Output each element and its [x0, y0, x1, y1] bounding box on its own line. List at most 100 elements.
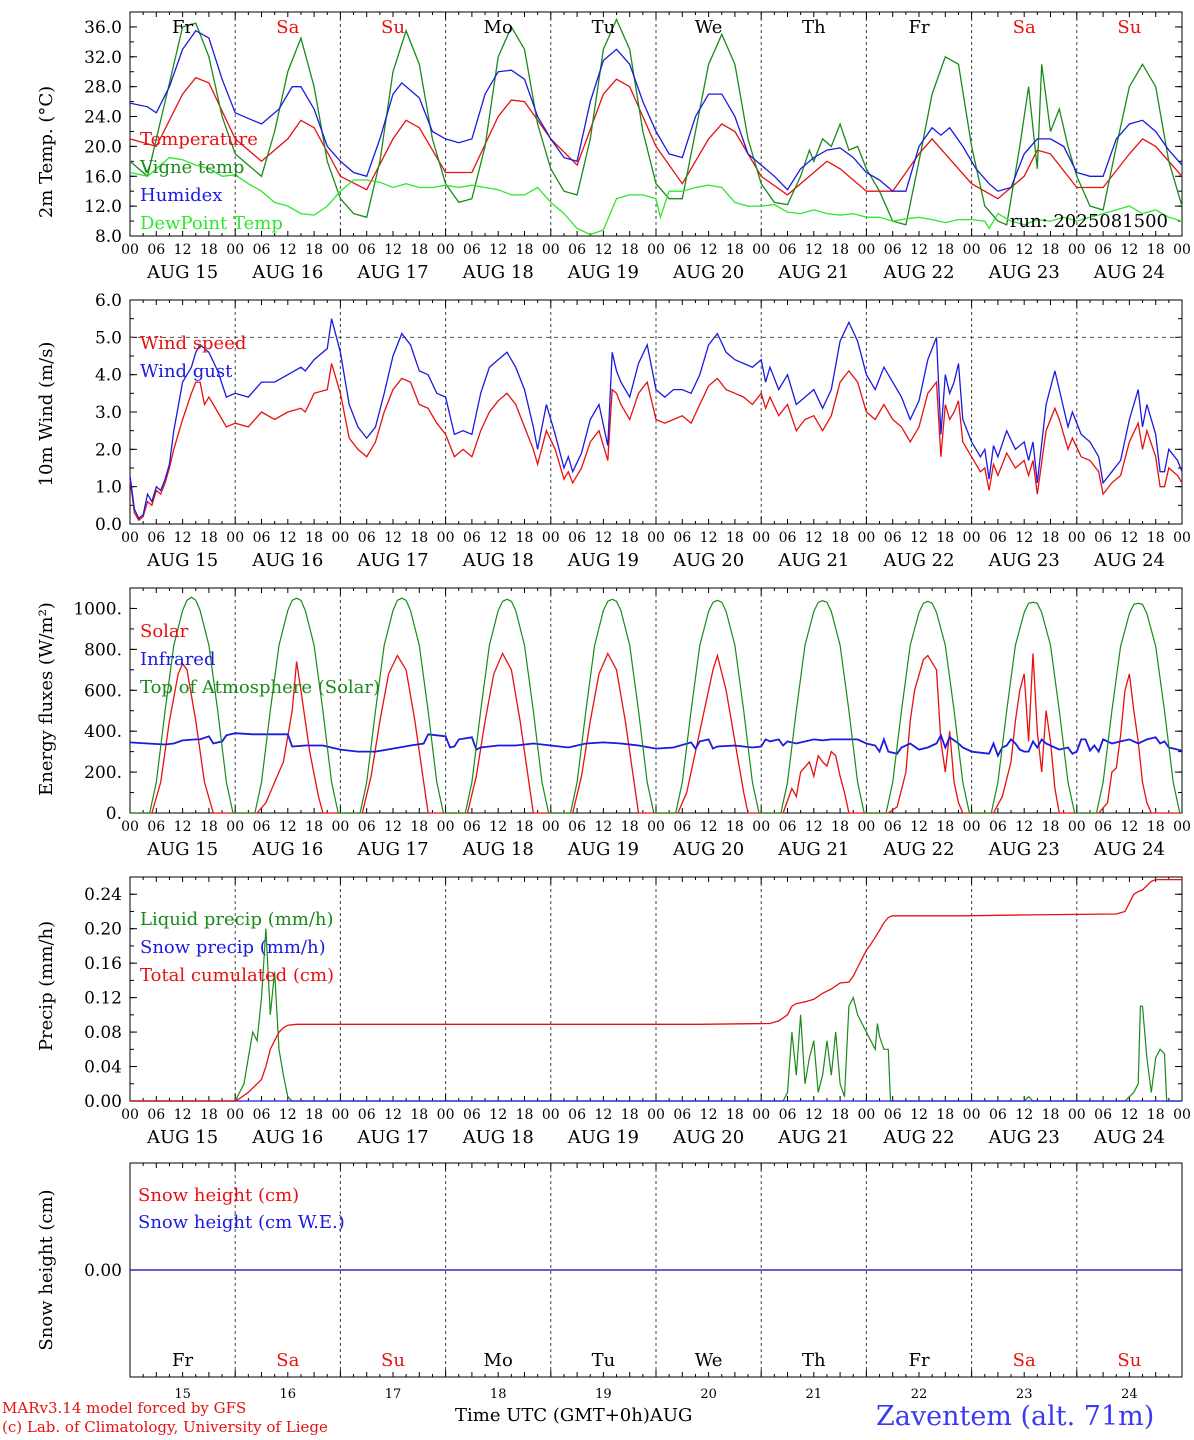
hour-tick-label: 12: [1120, 530, 1138, 546]
series-line: [129, 29, 1183, 192]
hour-tick-label: 00: [121, 1107, 139, 1123]
y-tick-label: 600.: [84, 681, 122, 701]
hour-tick-label: 00: [752, 242, 770, 258]
hour-tick-label: 00: [331, 242, 349, 258]
hour-tick-label: 06: [989, 530, 1007, 546]
hour-tick-label: 12: [279, 530, 297, 546]
date-label: AUG 24: [1093, 839, 1165, 860]
date-label: AUG 16: [251, 262, 323, 283]
hour-tick-label: 00: [752, 819, 770, 835]
hour-tick-label: 18: [1147, 1107, 1165, 1123]
weekday-label-bottom: Mo: [484, 1350, 513, 1371]
hour-tick-label: 06: [1094, 242, 1112, 258]
hour-tick-label: 18: [726, 242, 744, 258]
day-number-label: 20: [700, 1387, 717, 1402]
station-name: Zaventem (alt. 71m): [876, 1401, 1155, 1432]
day-number-label: 19: [595, 1387, 612, 1402]
date-label: AUG 19: [567, 550, 639, 571]
weekday-label-top: Fr: [172, 17, 193, 38]
hour-tick-label: 06: [989, 819, 1007, 835]
day-number-label: 15: [174, 1387, 191, 1402]
series-line: [129, 318, 1183, 520]
hour-tick-label: 12: [1120, 1107, 1138, 1123]
hour-tick-label: 12: [805, 1107, 823, 1123]
hour-tick-label: 06: [147, 242, 165, 258]
y-tick-label: 20.0: [84, 137, 122, 157]
date-label: AUG 20: [672, 1127, 744, 1148]
hour-tick-label: 00: [1068, 1107, 1086, 1123]
hour-tick-label: 06: [1094, 1107, 1112, 1123]
day-number-label: 21: [806, 1387, 823, 1402]
y-tick-label: 5.0: [95, 328, 122, 348]
date-label: AUG 17: [356, 550, 428, 571]
series-line: [129, 363, 1183, 522]
date-label: AUG 15: [146, 1127, 218, 1148]
hour-tick-label: 00: [331, 530, 349, 546]
date-label: AUG 23: [988, 1127, 1060, 1148]
hour-tick-label: 00: [647, 1107, 665, 1123]
weekday-label-bottom: Su: [381, 1350, 405, 1371]
legend-entry: Vigne temp: [139, 157, 244, 178]
hour-tick-label: 00: [857, 242, 875, 258]
hour-tick-label: 00: [647, 819, 665, 835]
hour-tick-label: 00: [1173, 819, 1191, 835]
hour-tick-label: 06: [463, 530, 481, 546]
series-line: [129, 76, 1183, 200]
hour-tick-label: 18: [621, 819, 639, 835]
y-axis-label: 10m Wind (m/s): [36, 342, 57, 487]
series-line: [130, 878, 1182, 1102]
hour-tick-label: 18: [726, 530, 744, 546]
date-label: AUG 24: [1093, 262, 1165, 283]
hour-tick-label: 00: [437, 819, 455, 835]
date-label: AUG 22: [882, 1127, 954, 1148]
date-label: AUG 24: [1093, 1127, 1165, 1148]
hour-tick-label: 12: [384, 819, 402, 835]
hour-tick-label: 00: [1173, 242, 1191, 258]
hour-tick-label: 18: [410, 1107, 428, 1123]
hour-tick-label: 06: [884, 819, 902, 835]
hour-tick-label: 18: [726, 1107, 744, 1123]
y-tick-label: 0.0: [95, 515, 122, 535]
y-axis-label: Energy fluxes (W/m²): [36, 602, 57, 796]
run-annotation: run: 2025081500: [1010, 211, 1168, 232]
hour-tick-label: 06: [673, 1107, 691, 1123]
day-number-label: 22: [911, 1387, 928, 1402]
hour-tick-label: 06: [253, 819, 271, 835]
hour-tick-label: 06: [989, 1107, 1007, 1123]
panel-4: 0.00 0.04 0.08 0.12 0.16 0.20 0.24 Precip (mm/h…: [36, 876, 1191, 1148]
hour-tick-label: 12: [489, 530, 507, 546]
hour-tick-label: 18: [200, 242, 218, 258]
hour-tick-label: 06: [568, 1107, 586, 1123]
weekday-label-top: Su: [1117, 17, 1141, 38]
hour-tick-label: 06: [673, 242, 691, 258]
date-label: AUG 17: [356, 1127, 428, 1148]
time-axis-title-text: Time UTC (GMT+0h): [455, 1405, 650, 1426]
panel-5: 0.00 Snow height (cm) Snow height (cm) Snow…: [36, 1162, 1183, 1378]
y-tick-label: 800.: [84, 640, 122, 660]
date-label: AUG 19: [567, 839, 639, 860]
hour-tick-label: 06: [779, 530, 797, 546]
hour-tick-label: 00: [226, 1107, 244, 1123]
hour-tick-label: 06: [147, 819, 165, 835]
hour-tick-label: 00: [752, 1107, 770, 1123]
hour-tick-label: 06: [358, 242, 376, 258]
date-label: AUG 18: [462, 262, 534, 283]
panel-2: 0.0 1.0 2.0 3.0 4.0 5.0 6.0 10m Wind (m/s) Wind …: [36, 291, 1191, 571]
hour-tick-label: 18: [1042, 530, 1060, 546]
legend-entry: Humidex: [140, 185, 222, 206]
y-axis-label: 2m Temp. (°C): [36, 86, 57, 218]
hour-tick-label: 12: [384, 1107, 402, 1123]
weekday-label-bottom: Fr: [908, 1350, 929, 1371]
credit-line-2: (c) Lab. of Climatology, University of L…: [2, 1418, 328, 1436]
date-label: AUG 21: [777, 262, 849, 283]
y-tick-label: 0.00: [84, 1092, 122, 1112]
month-label: AUG: [649, 1405, 693, 1426]
hour-tick-label: 18: [831, 242, 849, 258]
y-tick-label: 8.0: [95, 227, 122, 247]
hour-tick-label: 18: [936, 1107, 954, 1123]
date-label: AUG 20: [672, 550, 744, 571]
y-axis-label: Precip (mm/h): [36, 921, 57, 1051]
weekday-label-bottom: Fr: [172, 1350, 193, 1371]
y-tick-label: 400.: [84, 722, 122, 742]
hour-tick-label: 00: [647, 530, 665, 546]
